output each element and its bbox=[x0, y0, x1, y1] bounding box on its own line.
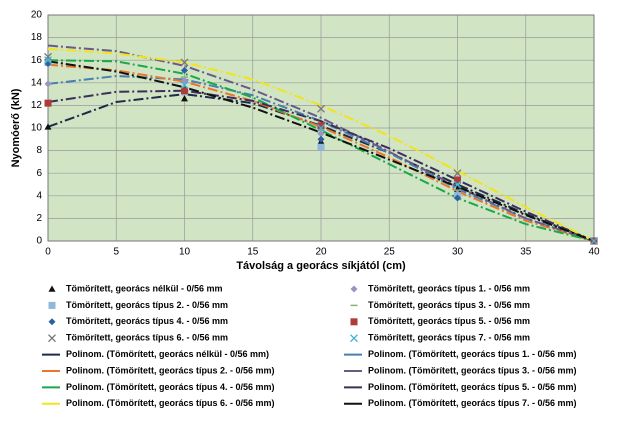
point bbox=[181, 66, 188, 74]
y-tick-label: 16 bbox=[31, 55, 43, 66]
x-tick-label: 0 bbox=[45, 247, 51, 258]
point bbox=[181, 87, 188, 95]
legend-marker bbox=[48, 318, 56, 326]
point bbox=[317, 130, 325, 138]
point bbox=[317, 104, 325, 113]
x-axis-title: Távolság a georács síkjától (cm) bbox=[236, 260, 406, 272]
y-tick-label: 18 bbox=[31, 32, 43, 43]
x-tick-label: 25 bbox=[384, 247, 396, 258]
legend-label: Tömörített, georács típus 5. - 0/56 mm bbox=[368, 316, 530, 326]
y-tick-label: 2 bbox=[36, 213, 42, 224]
point bbox=[44, 56, 52, 65]
legend-marker bbox=[350, 334, 358, 343]
legend-label: Polinom. (Tömörített, georács típus 7. -… bbox=[368, 398, 577, 408]
point bbox=[181, 77, 188, 85]
legend-label: Tömörített, georács típus 7. - 0/56 mm bbox=[368, 333, 530, 343]
point bbox=[453, 169, 462, 178]
point bbox=[317, 122, 325, 130]
y-tick-label: 6 bbox=[36, 168, 42, 179]
y-tick-label: 20 bbox=[31, 10, 43, 21]
point bbox=[317, 124, 325, 132]
y-tick-label: 8 bbox=[36, 145, 42, 156]
trendline bbox=[47, 63, 595, 242]
legend-label: Polinom. (Tömörített, georács típus 5. -… bbox=[368, 382, 577, 392]
y-tick-label: 12 bbox=[31, 100, 43, 111]
x-tick-label: 5 bbox=[113, 247, 119, 258]
point bbox=[317, 143, 325, 151]
point bbox=[590, 237, 598, 245]
point bbox=[454, 194, 461, 202]
x-tick-label: 10 bbox=[179, 247, 191, 258]
x-tick-label: 30 bbox=[452, 247, 464, 258]
legend-label: Polinom. (Tömörített, georács típus 1. -… bbox=[368, 349, 577, 359]
x-tick-label: 20 bbox=[315, 247, 327, 258]
legend-label: Polinom. (Tömörített, georács típus 2. -… bbox=[66, 365, 275, 375]
legend-label: Tömörített, georács típus 1. - 0/56 mm bbox=[368, 283, 530, 293]
legend-marker bbox=[48, 334, 56, 343]
legend-marker bbox=[48, 301, 56, 309]
point bbox=[44, 80, 52, 88]
y-tick-label: 4 bbox=[36, 190, 42, 201]
legend-label: Tömörített, georács típus 3. - 0/56 mm bbox=[368, 300, 530, 310]
x-tick-label: 15 bbox=[247, 247, 259, 258]
point bbox=[44, 52, 52, 61]
legend-label: Polinom. (Tömörített, georács típus 4. -… bbox=[66, 382, 275, 392]
point bbox=[180, 81, 189, 90]
point bbox=[180, 58, 189, 67]
trendline bbox=[47, 60, 595, 242]
point bbox=[317, 135, 325, 143]
trendline bbox=[47, 59, 595, 242]
x-tick-label: 40 bbox=[588, 247, 600, 258]
point bbox=[44, 99, 52, 107]
y-axis-title: Nyomóerő (kN) bbox=[10, 88, 22, 167]
trendline bbox=[47, 93, 595, 242]
legend-marker bbox=[350, 285, 358, 293]
legend-label: Tömörített, georács típus 6. - 0/56 mm bbox=[66, 333, 228, 343]
point bbox=[453, 180, 462, 189]
legend-label: Tömörített, georács típus 2. - 0/56 mm bbox=[66, 300, 228, 310]
legend-label: Tömörített, georács típus 4. - 0/56 mm bbox=[66, 316, 228, 326]
legend-label: Polinom. (Tömörített, georács nélkül - 0… bbox=[66, 349, 269, 359]
y-tick-label: 0 bbox=[36, 236, 42, 247]
trendline bbox=[47, 89, 595, 242]
point bbox=[44, 123, 52, 130]
y-tick-label: 14 bbox=[31, 77, 43, 88]
legend-label: Tömörített, georács nélkül - 0/56 mm bbox=[66, 283, 223, 293]
point bbox=[181, 95, 188, 102]
legend-label: Polinom. (Tömörített, georács típus 3. -… bbox=[368, 365, 577, 375]
legend-label: Polinom. (Tömörített, georács típus 6. -… bbox=[66, 398, 275, 408]
legend-marker bbox=[350, 318, 358, 326]
x-tick-label: 35 bbox=[520, 247, 532, 258]
trendline bbox=[47, 47, 595, 242]
y-tick-label: 10 bbox=[31, 123, 43, 134]
legend-marker bbox=[48, 285, 56, 292]
point bbox=[454, 176, 461, 184]
